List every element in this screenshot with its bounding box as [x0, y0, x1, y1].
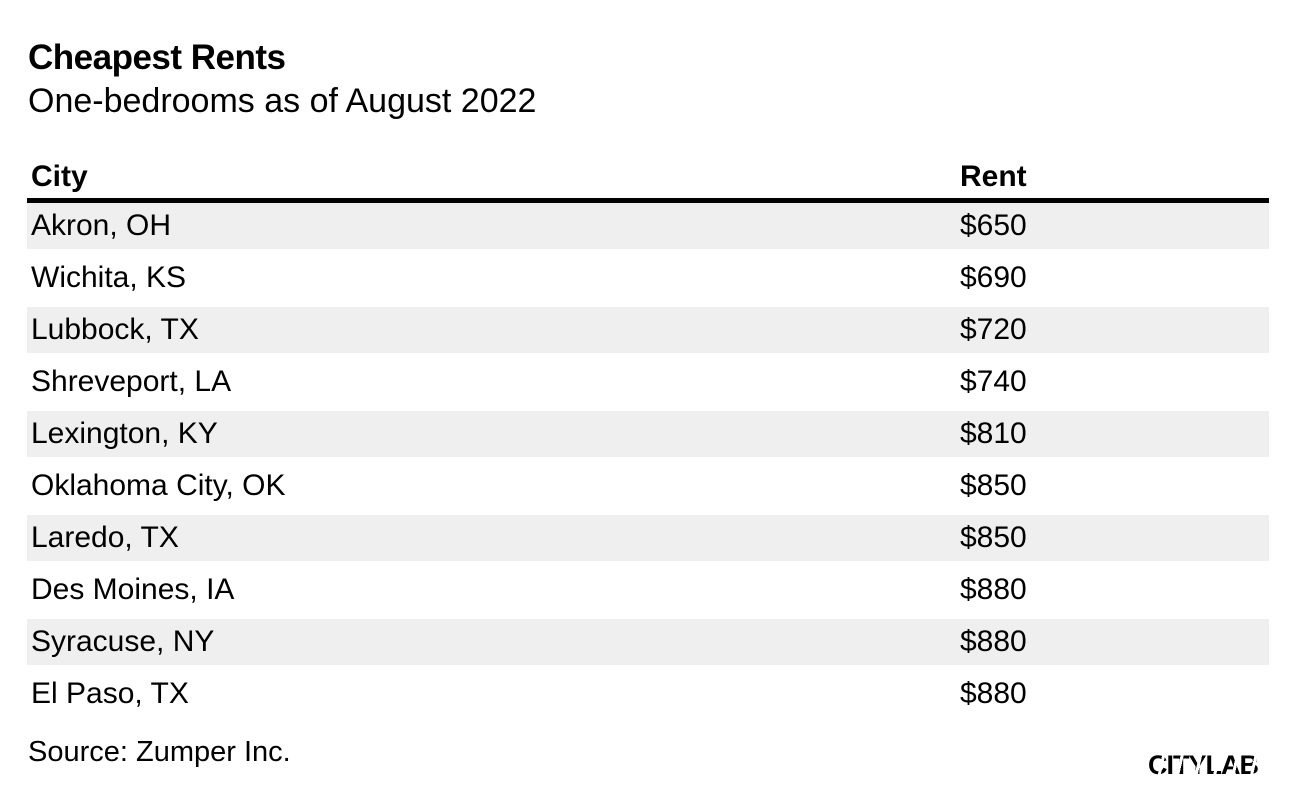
city-cell: Laredo, TX	[31, 521, 179, 554]
page-subtitle: One-bedrooms as of August 2022	[28, 82, 537, 120]
rent-cell: $650	[960, 209, 1027, 242]
table-row: Lexington, KY $810	[27, 411, 1269, 457]
rent-cell: $880	[960, 677, 1027, 710]
table-row: Lubbock, TX $720	[27, 307, 1269, 353]
table-row: Oklahoma City, OK $850	[27, 463, 1269, 509]
page-title: Cheapest Rents	[28, 38, 286, 77]
city-cell: Lexington, KY	[31, 417, 218, 450]
rent-cell: $690	[960, 261, 1027, 294]
city-cell: El Paso, TX	[31, 677, 189, 710]
table-row: Laredo, TX $850	[27, 515, 1269, 561]
table-header-row: City Rent	[27, 150, 1269, 198]
rent-cell: $850	[960, 469, 1027, 502]
table-row: Wichita, KS $690	[27, 255, 1269, 301]
rent-cell: $810	[960, 417, 1027, 450]
rent-cell: $740	[960, 365, 1027, 398]
table-row: Des Moines, IA $880	[27, 567, 1269, 613]
table-row: Shreveport, LA $740	[27, 359, 1269, 405]
city-cell: Lubbock, TX	[31, 313, 199, 346]
column-header-city: City	[31, 160, 88, 193]
citylab-logo: CITYLAB	[1148, 750, 1259, 781]
column-header-rent: Rent	[960, 160, 1027, 193]
rent-cell: $720	[960, 313, 1027, 346]
city-cell: Des Moines, IA	[31, 573, 235, 606]
table-row: Akron, OH $650	[27, 203, 1269, 249]
city-cell: Syracuse, NY	[31, 625, 215, 658]
table-row: El Paso, TX $880	[27, 671, 1269, 717]
rent-cell: $850	[960, 521, 1027, 554]
city-cell: Akron, OH	[31, 209, 172, 242]
table-body: Akron, OH $650 Wichita, KS $690 Lubbock,…	[27, 203, 1269, 717]
rent-table: City Rent Akron, OH $650 Wichita, KS $69…	[27, 150, 1269, 723]
header-rule	[27, 198, 1269, 203]
rent-cell: $880	[960, 573, 1027, 606]
rent-cell: $880	[960, 625, 1027, 658]
city-cell: Wichita, KS	[31, 261, 187, 294]
source-note: Source: Zumper Inc.	[28, 736, 291, 768]
table-row: Syracuse, NY $880	[27, 619, 1269, 665]
city-cell: Shreveport, LA	[31, 365, 232, 398]
city-cell: Oklahoma City, OK	[31, 469, 286, 502]
